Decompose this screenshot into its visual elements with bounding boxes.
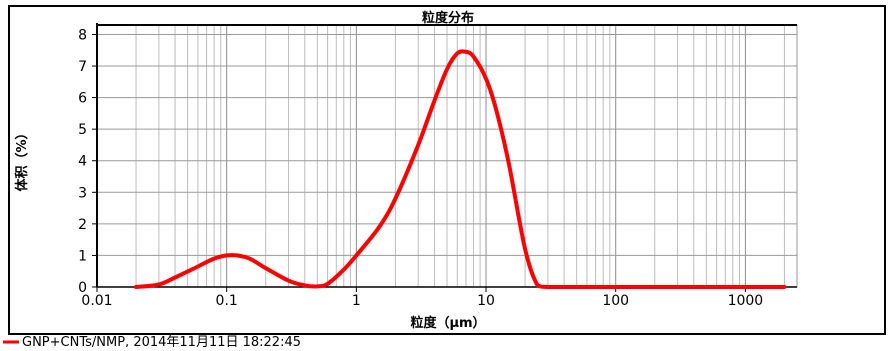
- y-tick-label: 8: [78, 27, 87, 43]
- x-tick-label: 10: [477, 293, 495, 309]
- legend-entry: GNP+CNTs/NMP, 2014年11月11日 18:22:45: [22, 335, 301, 347]
- y-tick-label: 0: [78, 280, 87, 296]
- x-tick-label: 0.1: [216, 293, 238, 309]
- legend: GNP+CNTs/NMP, 2014年11月11日 18:22:45: [3, 335, 301, 350]
- x-tick-label: 1000: [728, 293, 764, 309]
- x-tick-label: 1: [352, 293, 361, 309]
- y-tick-label: 7: [78, 59, 87, 75]
- y-tick-label: 3: [78, 185, 87, 201]
- x-tick-label: 0.01: [81, 293, 112, 309]
- chart-title: 粒度分布: [422, 10, 474, 26]
- axes: 0 1 2 3 4 5 6 7 8 0.01 0.1 1 10 100 1000: [78, 23, 797, 309]
- x-tick-label: 100: [602, 293, 629, 309]
- y-tick-label: 5: [78, 122, 87, 138]
- y-tick-label: 4: [78, 154, 87, 170]
- x-axis-label: 粒度（μm）: [410, 315, 485, 331]
- series: [134, 49, 787, 290]
- series-line: [134, 49, 787, 290]
- y-tick-label: 6: [78, 91, 87, 107]
- y-tick-label: 1: [78, 248, 87, 264]
- outer-frame: [8, 5, 886, 335]
- y-tick-label: 2: [78, 217, 87, 233]
- y-axis-label: 体积（%）: [14, 126, 30, 191]
